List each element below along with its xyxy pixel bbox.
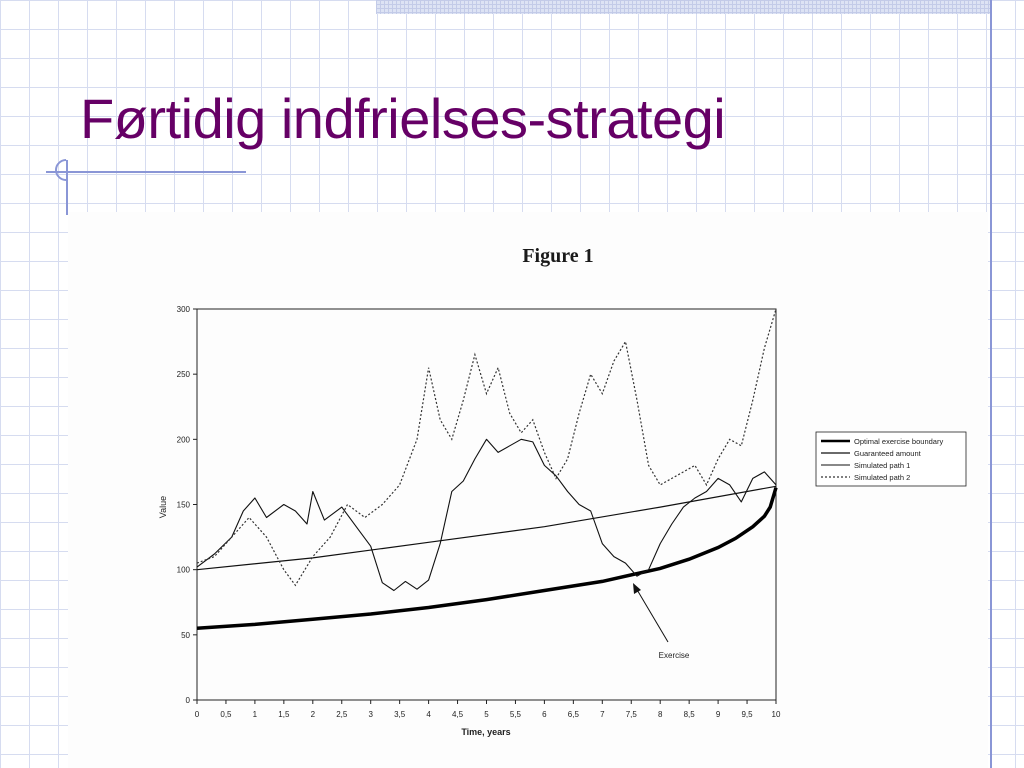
y-tick-label: 200: [177, 435, 191, 444]
figure-panel: Figure 1 0 50 100 150 200 250 300 0 0,5 1 1,5 2 2,5…: [68, 212, 988, 768]
y-tick-label: 50: [181, 631, 190, 640]
series-line-guaranteed-amount: [196, 485, 777, 571]
x-tick-label: 8,5: [684, 710, 696, 719]
y-tick-label: 100: [177, 566, 191, 575]
exercise-arrow-line: [635, 587, 669, 643]
series-line-optimal-exercise-boundary: [196, 487, 778, 631]
x-tick-label: 3,5: [394, 710, 406, 719]
chart-title: Figure 1: [522, 245, 593, 267]
legend-label: Guaranteed amount: [854, 449, 922, 458]
x-tick-label: 2,5: [336, 710, 348, 719]
x-tick-label: 1,5: [278, 710, 290, 719]
legend-label: Optimal exercise boundary: [854, 437, 943, 446]
legend-label: Simulated path 2: [854, 473, 910, 482]
y-axis-label: Value: [158, 496, 168, 518]
x-tick-label: 8: [658, 710, 663, 719]
y-tick-label: 300: [177, 305, 191, 314]
y-axis-ticks: 0 50 100 150 200 250 300: [177, 305, 197, 705]
legend-label: Simulated path 1: [854, 461, 910, 470]
series-line-simulated-path-1: [196, 438, 777, 592]
x-tick-label: 0: [195, 710, 200, 719]
decorative-vertical-line-left: [66, 160, 68, 215]
chart-legend: Optimal exercise boundary Guaranteed amou…: [815, 431, 967, 487]
chart: Figure 1 0 50 100 150 200 250 300 0 0,5 1 1,5 2 2,5…: [158, 245, 967, 737]
x-tick-label: 5: [484, 710, 489, 719]
x-axis-label: Time, years: [461, 727, 510, 737]
series-layer: [196, 308, 778, 631]
exercise-annotation: Exercise: [633, 583, 690, 660]
decorative-vertical-line-right: [990, 0, 992, 768]
decorative-top-band: [376, 0, 990, 14]
y-tick-label: 0: [186, 696, 191, 705]
x-tick-label: 4: [426, 710, 431, 719]
exercise-arrowhead: [633, 583, 641, 594]
x-axis-ticks: 0 0,5 1 1,5 2 2,5 3 3,5 4 4,5 5 5,5 6 6,5 7 7,5 8 8,5 9 9,5…: [195, 700, 781, 719]
x-tick-label: 5,5: [510, 710, 522, 719]
decorative-circle: [50, 154, 82, 186]
y-tick-label: 150: [177, 501, 191, 510]
x-tick-label: 6,5: [568, 710, 580, 719]
x-tick-label: 9: [716, 710, 721, 719]
x-tick-label: 1: [253, 710, 258, 719]
x-tick-label: 6: [542, 710, 547, 719]
x-tick-label: 7,5: [626, 710, 638, 719]
x-tick-label: 0,5: [220, 710, 232, 719]
x-tick-label: 10: [772, 710, 781, 719]
x-tick-label: 9,5: [741, 710, 753, 719]
slide-title: Førtidig indfrielses-strategi: [80, 87, 726, 150]
decorative-title-underline: [46, 171, 246, 173]
x-tick-label: 7: [600, 710, 605, 719]
exercise-annotation-label: Exercise: [659, 651, 690, 660]
x-tick-label: 3: [368, 710, 373, 719]
series-line-simulated-path-2: [196, 308, 777, 587]
x-tick-label: 4,5: [452, 710, 464, 719]
x-tick-label: 2: [311, 710, 316, 719]
y-tick-label: 250: [177, 370, 191, 379]
